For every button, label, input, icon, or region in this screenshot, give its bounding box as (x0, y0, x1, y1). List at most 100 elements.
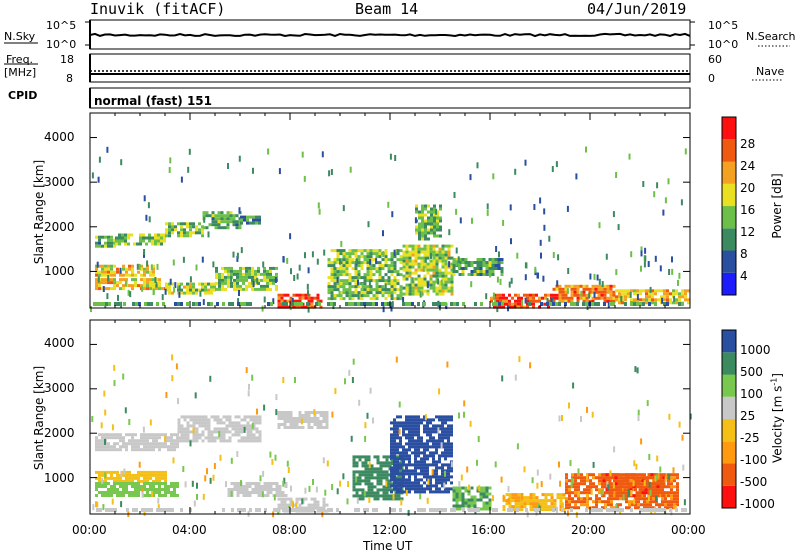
heatmap-cell (447, 478, 450, 482)
heatmap-cell (444, 445, 447, 449)
heatmap-cell (417, 247, 421, 251)
heatmap-cell (576, 296, 580, 300)
heatmap-cell (363, 276, 367, 280)
ground-scatter-cell (294, 508, 297, 512)
heatmap-cell (645, 289, 648, 293)
heatmap-cell (375, 279, 379, 283)
heatmap-cell (160, 239, 163, 243)
heatmap-cell (183, 439, 187, 443)
heatmap-cell (158, 491, 161, 494)
heatmap-cell (476, 267, 480, 270)
heatmap-cell (461, 492, 465, 496)
heatmap-cell (201, 234, 204, 238)
heatmap-cell (101, 494, 104, 497)
heatmap-cell (171, 231, 174, 235)
heatmap-cell (277, 296, 281, 300)
heatmap-speckle (630, 251, 633, 258)
ground-scatter-cell (540, 302, 543, 306)
heatmap-cell (589, 491, 592, 495)
heatmap-cell (186, 439, 190, 443)
heatmap-cell (452, 261, 456, 264)
heatmap-cell (143, 448, 146, 452)
heatmap-cell (526, 302, 529, 306)
heatmap-cell (327, 276, 331, 280)
heatmap-cell (131, 445, 134, 449)
heatmap-cell (307, 420, 311, 423)
heatmap-speckle (272, 298, 275, 305)
heatmap-cell (137, 482, 140, 485)
heatmap-cell (402, 421, 405, 425)
heatmap-cell (366, 258, 370, 262)
heatmap-cell (595, 485, 598, 489)
heatmap-cell (583, 497, 586, 501)
heatmap-speckle (252, 167, 254, 174)
heatmap-cell (128, 470, 131, 474)
heatmap-cell (342, 279, 346, 283)
heatmap-speckle (501, 375, 504, 382)
heatmap-cell (186, 282, 189, 286)
heatmap-cell (580, 491, 583, 495)
heatmap-cell (447, 415, 450, 419)
heatmap-cell (580, 476, 583, 480)
heatmap-cell (441, 427, 444, 431)
heatmap-cell (390, 252, 394, 256)
heatmap-cell (663, 292, 666, 296)
heatmap-cell (218, 281, 221, 285)
heatmap-cell (118, 239, 121, 243)
ground-scatter-cell (300, 302, 303, 306)
heatmap-cell (490, 299, 493, 303)
heatmap-cell (544, 493, 548, 497)
heatmap-cell (598, 497, 601, 501)
heatmap-cell (207, 421, 211, 425)
heatmap-speckle (558, 415, 561, 422)
heatmap-cell (399, 415, 402, 419)
nave-tick-bottom: 0 (708, 72, 715, 85)
heatmap-cell (426, 256, 430, 260)
heatmap-cell (229, 214, 233, 218)
heatmap-cell (240, 427, 244, 431)
heatmap-cell (411, 436, 414, 440)
heatmap-cell (402, 490, 405, 494)
ground-scatter-cell (255, 508, 258, 512)
heatmap-cell (417, 463, 420, 467)
heatmap-cell (248, 494, 252, 497)
heatmap-cell (568, 500, 571, 504)
heatmap-cell (646, 497, 649, 501)
heatmap-cell (146, 281, 149, 285)
heatmap-cell (650, 488, 654, 492)
heatmap-cell (249, 215, 252, 219)
heatmap-cell (424, 228, 427, 232)
heatmap-cell (609, 290, 613, 294)
heatmap-cell (656, 494, 660, 498)
heatmap-cell (636, 292, 639, 296)
heatmap-cell (255, 218, 258, 222)
cpid-label: CPID (8, 89, 38, 102)
heatmap-speckle (184, 481, 187, 488)
ground-scatter-cell (678, 302, 681, 306)
heatmap-cell (146, 284, 149, 288)
heatmap-cell (485, 486, 489, 490)
ground-scatter-cell (669, 508, 672, 512)
heatmap-speckle (204, 475, 207, 482)
heatmap-cell (405, 256, 409, 260)
ground-scatter-cell (597, 508, 600, 512)
heatmap-cell (514, 499, 518, 503)
heatmap-cell (233, 272, 236, 276)
heatmap-cell (240, 418, 244, 422)
heatmap-cell (408, 424, 411, 428)
heatmap-cell (158, 284, 161, 288)
heatmap-cell (541, 505, 545, 509)
heatmap-cell (176, 445, 179, 449)
heatmap-cell (373, 491, 377, 495)
ground-scatter-cell (591, 508, 594, 512)
heatmap-speckle (502, 494, 505, 501)
heatmap-cell (373, 476, 377, 480)
heatmap-cell (435, 478, 438, 482)
ground-scatter-cell (132, 508, 135, 512)
heatmap-cell (675, 289, 678, 293)
heatmap-cell (236, 485, 240, 488)
heatmap-cell (609, 287, 613, 291)
heatmap-cell (304, 497, 308, 501)
heatmap-cell (170, 436, 173, 440)
heatmap-cell (316, 293, 320, 297)
